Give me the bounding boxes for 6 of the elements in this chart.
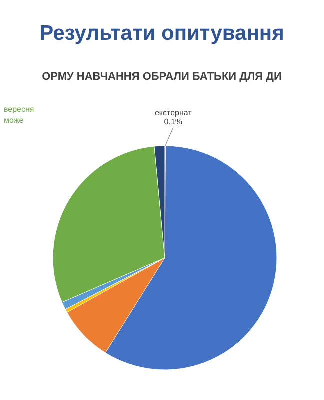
data-label: 0.1% <box>164 118 183 127</box>
chart-subtitle: ОРМУ НАВЧАННЯ ОБРАЛИ БАТЬКИ ДЛЯ ДИ <box>42 71 282 83</box>
slice-label: екстернат <box>154 108 192 118</box>
text: може <box>4 116 24 125</box>
text: вересня <box>4 105 34 114</box>
chart-title: Результати опитування <box>40 22 284 45</box>
